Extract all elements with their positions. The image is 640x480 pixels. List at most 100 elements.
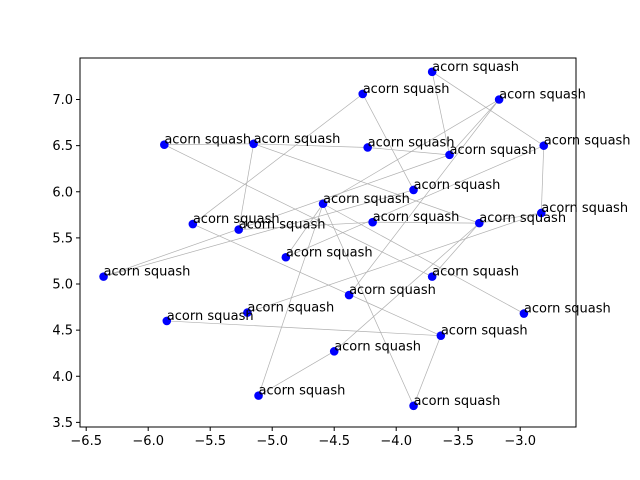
y-tick-label: 4.0	[52, 370, 73, 385]
point-label: acorn squash	[254, 132, 341, 147]
data-point	[318, 199, 328, 209]
x-tick-label: −3.0	[504, 434, 536, 449]
point-label: acorn squash	[167, 309, 254, 324]
edge-line	[322, 203, 525, 314]
y-tick-label: 6.0	[52, 185, 73, 200]
data-point	[427, 272, 437, 281]
point-label: acorn squash	[239, 218, 326, 233]
data-point	[162, 316, 172, 326]
y-tick-label: 5.5	[52, 231, 73, 246]
data-point	[445, 150, 454, 160]
data-point	[344, 290, 354, 300]
edge-line	[192, 223, 441, 336]
edge-line	[238, 221, 373, 230]
edge-line	[431, 222, 480, 277]
edge-line	[431, 71, 544, 146]
data-point	[427, 67, 437, 77]
data-point	[254, 391, 263, 400]
edge-line	[367, 147, 450, 156]
x-tick-label: −6.0	[132, 434, 164, 449]
x-tick-label: −3.5	[442, 434, 474, 449]
data-point	[363, 143, 372, 152]
edge-line	[285, 203, 324, 258]
data-point	[99, 272, 108, 281]
edge-line	[413, 335, 442, 406]
edge-line	[164, 143, 254, 146]
data-point	[494, 95, 504, 104]
edge-line	[253, 143, 480, 224]
data-point	[474, 218, 484, 228]
point-label: acorn squash	[349, 283, 436, 298]
plot-frame	[79, 57, 577, 428]
point-label: acorn squash	[441, 324, 528, 339]
point-label: acorn squash	[323, 192, 410, 207]
point-label: acorn squash	[432, 265, 519, 280]
edge-line	[372, 221, 480, 224]
y-tick-label: 3.5	[52, 416, 73, 431]
x-tick-label: −6.5	[70, 434, 102, 449]
x-tick-label: −4.0	[380, 434, 412, 449]
point-label: acorn squash	[524, 302, 611, 317]
edge-line	[479, 212, 542, 224]
edge-line	[322, 203, 414, 406]
data-point	[519, 309, 529, 318]
data-point	[329, 347, 339, 356]
edge-line	[238, 143, 254, 230]
x-tick-label: −5.5	[194, 434, 226, 449]
point-label: acorn squash	[363, 82, 450, 97]
edge-line	[362, 93, 414, 191]
point-label: acorn squash	[541, 201, 628, 216]
point-label: acorn squash	[373, 210, 460, 225]
points-layer	[99, 67, 549, 411]
data-point	[358, 89, 368, 99]
data-point	[368, 217, 377, 227]
data-point	[188, 219, 198, 229]
data-point	[409, 401, 418, 411]
point-label: acorn squash	[479, 211, 566, 226]
point-label: acorn squash	[104, 265, 191, 280]
point-label: acorn squash	[334, 339, 421, 354]
data-point	[436, 331, 446, 340]
point-label: acorn squash	[286, 245, 373, 260]
y-tick-label: 6.5	[52, 139, 73, 154]
data-point	[249, 139, 258, 149]
edge-line	[285, 145, 544, 258]
data-point	[243, 308, 252, 317]
edge-line	[540, 145, 545, 213]
y-tick-label: 4.5	[52, 324, 73, 339]
edges-layer	[103, 71, 545, 406]
edge-line	[258, 351, 335, 396]
point-label: acorn squash	[259, 384, 346, 399]
data-point	[539, 141, 549, 150]
point-label: acorn squash	[368, 135, 455, 150]
edge-line	[333, 222, 480, 352]
edge-line	[164, 144, 433, 277]
edge-line	[431, 71, 450, 155]
edge-line	[449, 99, 500, 156]
point-label: acorn squash	[247, 301, 334, 316]
edge-line	[103, 154, 450, 277]
edge-line	[166, 320, 441, 337]
point-label: acorn squash	[193, 212, 280, 227]
x-tick-label: −4.5	[318, 434, 350, 449]
edge-line	[253, 143, 368, 148]
data-point	[234, 225, 244, 234]
edge-line	[258, 203, 324, 396]
point-label: acorn squash	[414, 178, 501, 193]
data-point	[281, 252, 291, 262]
edge-line	[247, 212, 542, 313]
x-axis: −6.5 −6.0 −5.5 −5.0 −4.5 −4.0 −3.5 −3.0	[70, 427, 536, 449]
point-label: acorn squash	[164, 133, 251, 148]
edge-line	[192, 93, 363, 225]
x-tick-label: −5.0	[256, 434, 288, 449]
data-point	[409, 185, 418, 195]
edge-line	[103, 189, 414, 277]
y-axis: 3.5 4.0 4.5 5.0 5.5 6.0 6.5 7.0	[52, 93, 80, 431]
point-label: acorn squash	[450, 143, 537, 158]
y-tick-label: 7.0	[52, 93, 73, 108]
point-label: acorn squash	[499, 88, 586, 103]
point-label: acorn squash	[432, 60, 519, 75]
